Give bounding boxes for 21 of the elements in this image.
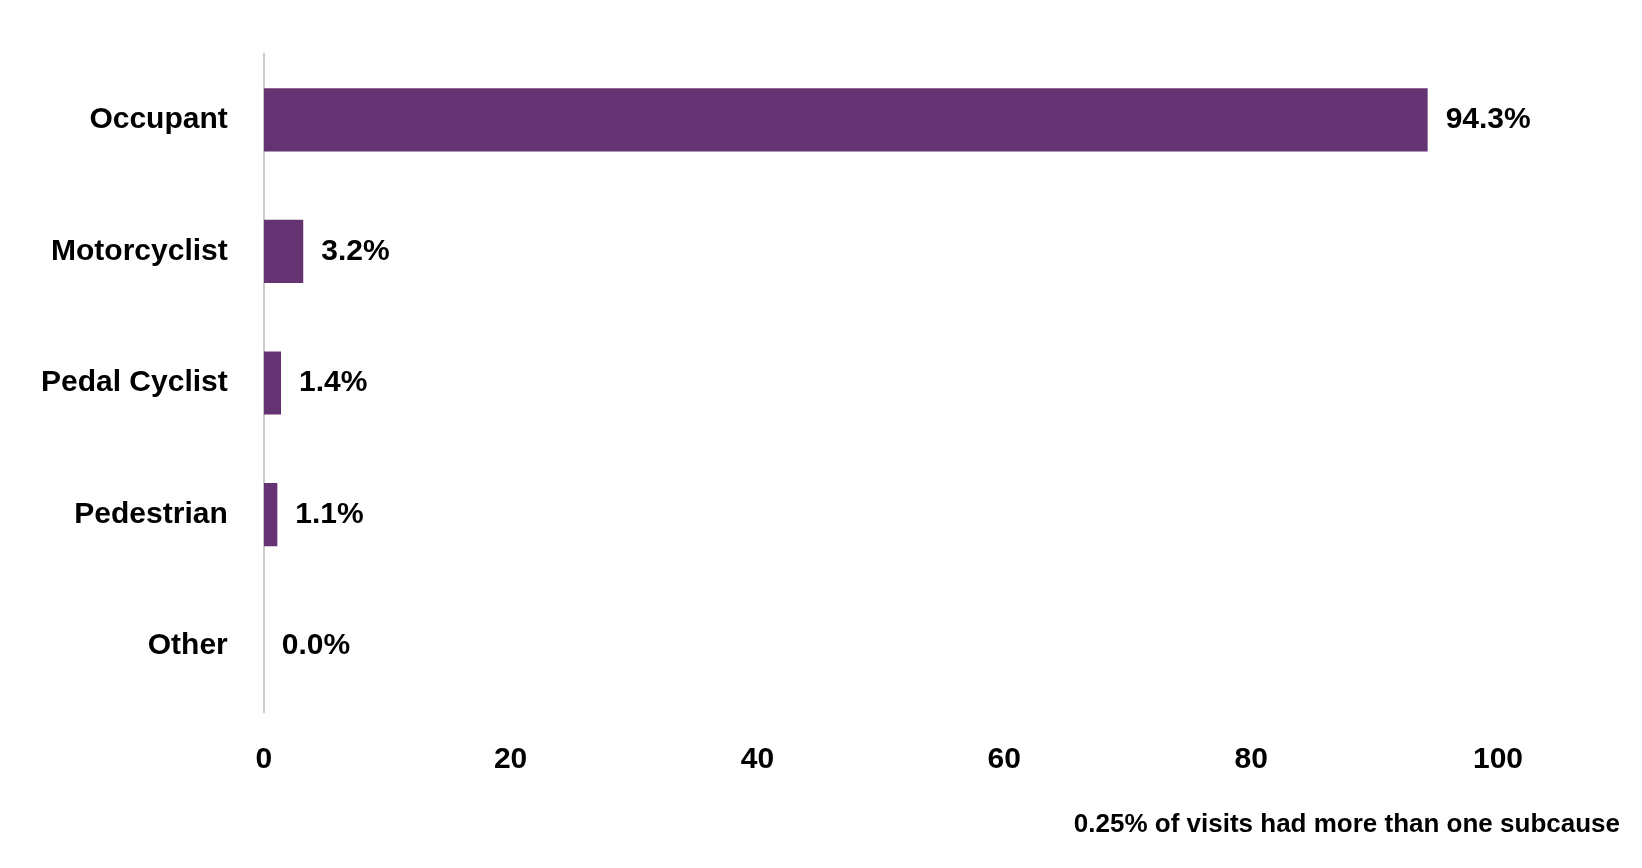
y-tick-label: Motorcyclist — [51, 232, 228, 266]
data-label: 1.4% — [299, 364, 368, 398]
bar — [263, 88, 1428, 152]
x-tick-label: 0 — [255, 741, 273, 775]
x-tick-label: 60 — [987, 741, 1021, 775]
x-tick-label: 20 — [493, 741, 528, 775]
y-tick-label: Pedal Cyclist — [40, 364, 228, 398]
x-tick-label: 100 — [1472, 741, 1524, 775]
bar — [263, 351, 282, 415]
text: 0.25% of visits had more than one subcause — [1072, 808, 1621, 839]
y-tick-label: Other — [147, 627, 229, 661]
y-tick-label: Occupant — [89, 101, 228, 135]
data-label: 0.0% — [281, 627, 351, 661]
data-label: 1.1% — [295, 495, 364, 529]
x-tick-label: 80 — [1234, 741, 1268, 775]
x-tick-label: 40 — [740, 741, 775, 775]
data-label: 3.2% — [321, 232, 390, 266]
data-label: 94.3% — [1445, 101, 1531, 135]
y-tick-label: Pedestrian — [74, 495, 228, 529]
bar — [263, 219, 304, 283]
bar — [263, 483, 278, 547]
